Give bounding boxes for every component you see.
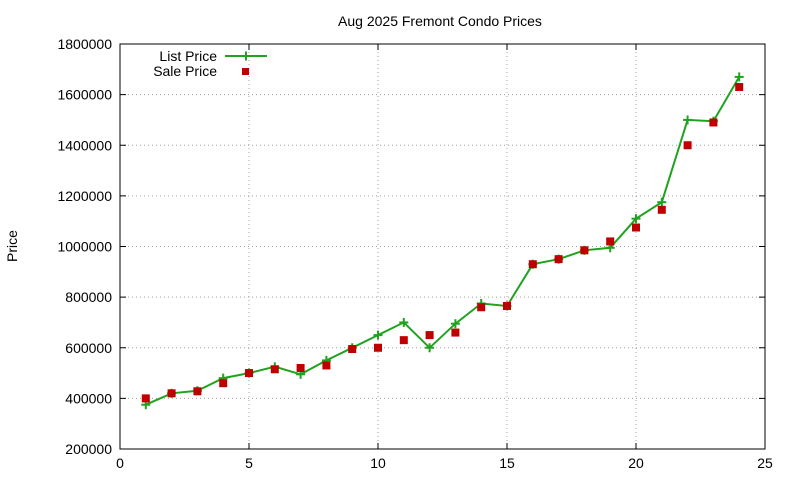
legend-label-sale-price: Sale Price xyxy=(153,63,217,79)
sale-price-point xyxy=(451,328,460,337)
y-tick-label: 1400000 xyxy=(57,137,112,153)
legend-plus-marker xyxy=(241,51,251,61)
sale-price-point xyxy=(425,331,434,340)
sale-price-point xyxy=(735,83,744,92)
axis-ticks xyxy=(119,43,766,450)
sale-price-point xyxy=(167,389,176,398)
grid xyxy=(120,44,765,449)
x-tick-labels: 0 5 10 15 20 25 xyxy=(116,455,773,471)
sale-price-point xyxy=(270,365,279,374)
sale-price-point xyxy=(322,361,331,370)
x-tick-label: 10 xyxy=(370,455,386,471)
list-price-point xyxy=(631,214,641,224)
legend-marker-sale-price xyxy=(242,68,249,75)
sale-price-point xyxy=(632,223,640,232)
list-price-point xyxy=(683,115,693,125)
sale-price-point xyxy=(219,379,228,388)
x-tick-label: 15 xyxy=(499,455,515,471)
sale-price-point xyxy=(245,369,253,378)
y-tick-label: 200000 xyxy=(65,441,112,457)
y-tick-label: 1200000 xyxy=(57,188,112,204)
sale-price-point xyxy=(399,336,408,345)
y-tick-labels: 200000 400000 600000 800000 1000000 1200000 14… xyxy=(57,36,112,457)
sale-price-point xyxy=(709,118,718,127)
list-price-point xyxy=(450,319,460,329)
sale-price-point xyxy=(477,303,486,312)
sale-price-point xyxy=(193,387,202,396)
y-tick-label: 1000000 xyxy=(57,239,112,255)
x-tick-label: 0 xyxy=(116,455,124,471)
list-price-point xyxy=(399,317,409,327)
legend: List Price Sale Price xyxy=(153,48,267,79)
sale-price-point xyxy=(580,246,589,255)
x-tick-label: 25 xyxy=(757,455,773,471)
chart-title: Aug 2025 Fremont Condo Prices xyxy=(338,13,542,29)
sale-price-point xyxy=(657,205,666,214)
y-tick-label: 1800000 xyxy=(57,36,112,52)
list-price-point xyxy=(734,72,744,82)
x-tick-label: 5 xyxy=(245,455,253,471)
x-tick-label: 20 xyxy=(628,455,644,471)
series-line-list-price xyxy=(145,76,741,406)
list-price-point xyxy=(373,330,383,340)
legend-label-list-price: List Price xyxy=(159,48,217,64)
sale-price-point xyxy=(296,364,305,372)
sale-price-point xyxy=(374,343,382,352)
legend-marker-list-price xyxy=(241,51,251,61)
sale-price-point xyxy=(606,237,615,246)
y-tick-label: 600000 xyxy=(65,340,112,356)
sale-price-point xyxy=(554,255,563,264)
y-tick-label: 1600000 xyxy=(57,87,112,103)
sale-price-point xyxy=(683,141,692,150)
list-price-point xyxy=(425,343,435,353)
sale-price-point xyxy=(141,394,150,403)
sale-price-point xyxy=(503,301,511,310)
y-tick-label: 800000 xyxy=(65,289,112,305)
sale-price-point xyxy=(528,260,537,269)
y-axis-label: Price xyxy=(4,230,20,262)
sale-price-point xyxy=(348,345,357,354)
y-tick-label: 400000 xyxy=(65,390,112,406)
series-layer xyxy=(141,72,744,410)
list-price-point xyxy=(657,197,667,207)
